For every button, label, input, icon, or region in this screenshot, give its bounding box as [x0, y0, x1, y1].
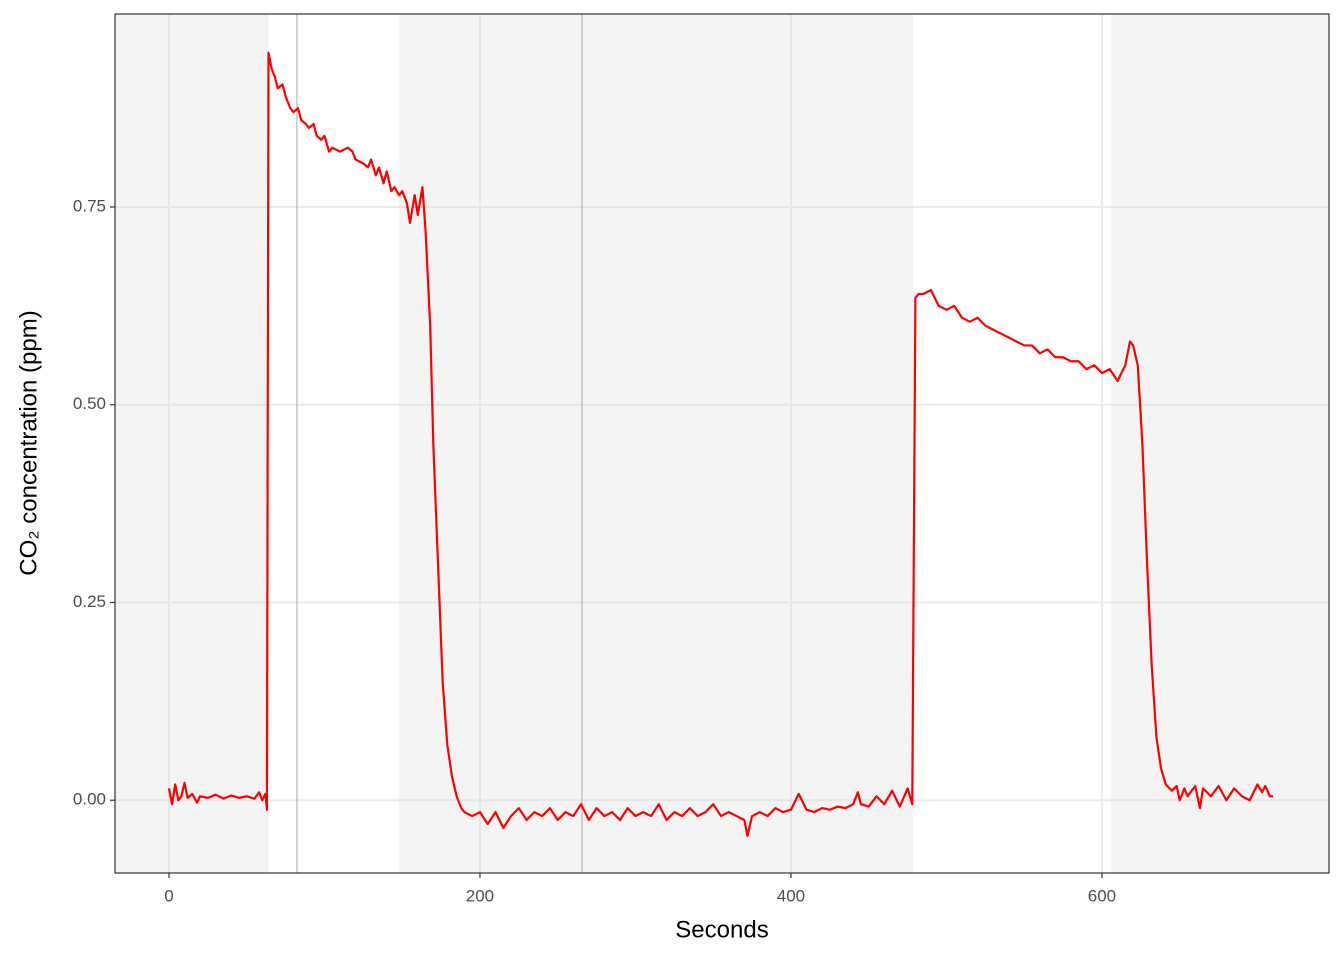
x-axis-title: Seconds — [675, 916, 768, 943]
y-tick-label: 0.00 — [73, 790, 106, 809]
data-line — [167, 51, 1274, 837]
x-tick-label: 600 — [1088, 886, 1116, 905]
y-axis-title: CO₂ concentration (ppm) — [15, 310, 42, 575]
panel — [115, 14, 1329, 873]
shaded-region — [399, 14, 914, 873]
shaded-region — [115, 14, 269, 873]
y-tick-label: 0.50 — [73, 394, 106, 413]
x-tick-label: 0 — [164, 886, 173, 905]
x-tick-label: 400 — [777, 886, 805, 905]
panel-layers — [115, 14, 1329, 873]
y-tick-label: 0.75 — [73, 196, 106, 215]
shaded-region — [1111, 14, 1329, 873]
y-tick-label: 0.25 — [73, 592, 106, 611]
panel-border — [114, 13, 1330, 874]
x-tick-label: 200 — [466, 886, 494, 905]
